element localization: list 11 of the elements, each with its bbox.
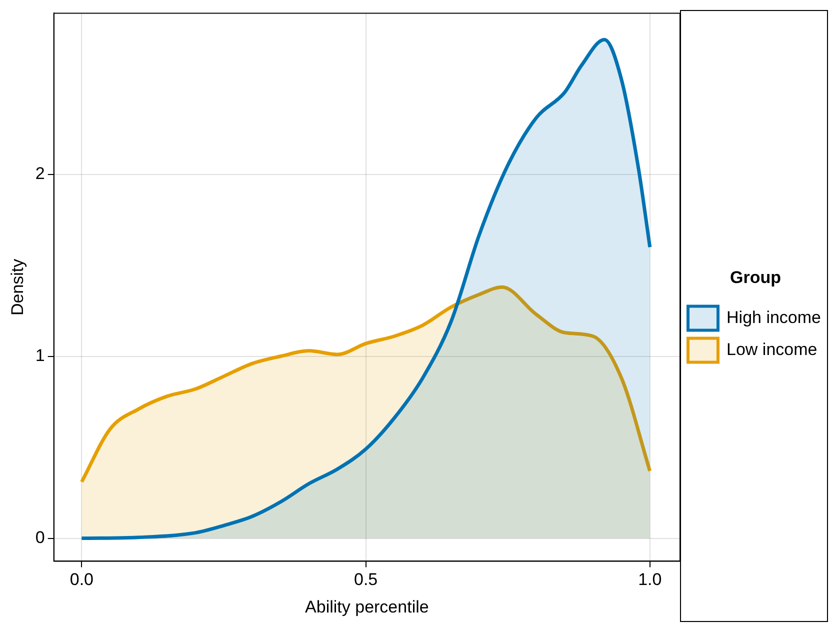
y-tick-label: 1: [35, 346, 45, 365]
x-axis-title: Ability percentile: [305, 597, 429, 616]
legend-label: Low income: [726, 340, 818, 359]
y-tick-label: 0: [35, 528, 45, 547]
x-tick-label: 1.0: [638, 570, 662, 590]
x-tick-label: 0.0: [70, 570, 94, 590]
x-tick-label: 0.5: [354, 570, 378, 590]
y-axis-title: Density: [8, 258, 27, 316]
legend-label: High income: [726, 308, 822, 327]
legend-title: Group: [730, 268, 782, 287]
y-tick-label: 2: [35, 164, 45, 183]
